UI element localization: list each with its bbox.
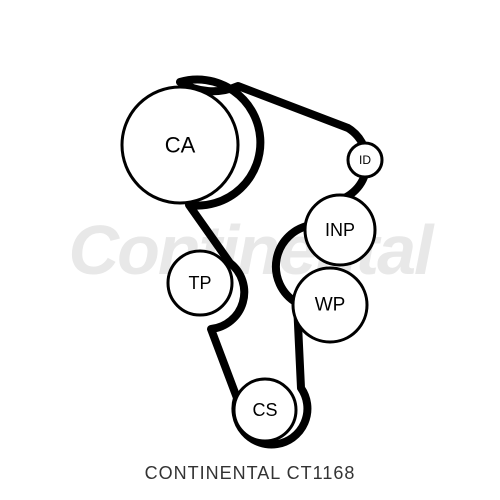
part-caption: CONTINENTAL CT1168 xyxy=(0,463,500,484)
pulley-label-wp: WP xyxy=(315,295,346,316)
belt-routing-diagram: CA ID INP TP WP CS xyxy=(0,0,500,500)
pulley-label-tp: TP xyxy=(188,273,211,293)
pulley-label-cs: CS xyxy=(252,400,277,420)
pulley-label-ca: CA xyxy=(165,133,196,158)
caption-brand: CONTINENTAL xyxy=(145,463,281,483)
pulley-label-inp: INP xyxy=(325,220,355,240)
caption-partnum: CT1168 xyxy=(287,463,356,483)
pulley-label-id: ID xyxy=(359,153,371,167)
pulleys-group: CA ID INP TP WP CS xyxy=(122,87,382,441)
